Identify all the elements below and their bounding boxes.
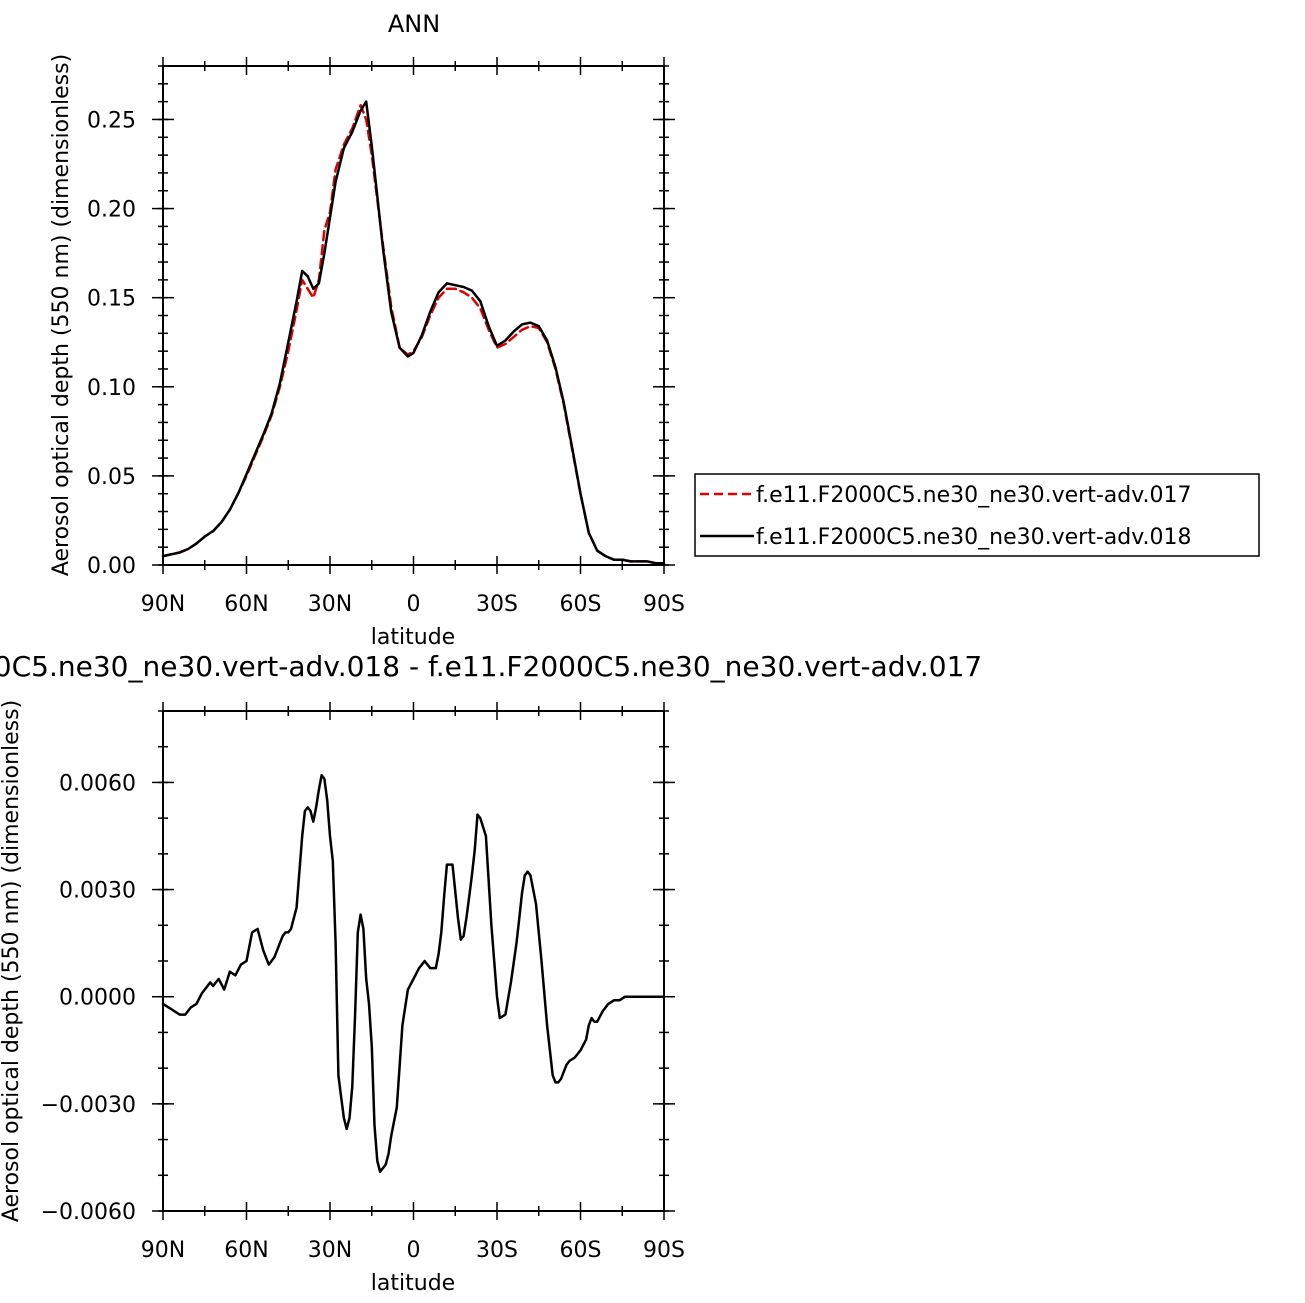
bottom-plot-frame [162,710,665,1212]
top-plot-frame [162,65,665,566]
bottom-x-tick-label: 30S [476,1238,518,1263]
top-series-line-2 [161,100,666,565]
bottom-y-tick-label: 0.0000 [59,986,136,1011]
top-x-tick-label: 30S [476,592,518,617]
top-y-tick-label: 0.20 [87,198,136,223]
top-y-tick-label: 0.25 [87,108,136,133]
top-x-tick-label: 90N [141,592,185,617]
bottom-y-tick-label: −0.0030 [41,1093,136,1118]
top-y-ticks: 0.00 0.05 0.10 0.15 0.20 0.25 [87,65,675,579]
top-x-tick-label: 60N [224,592,268,617]
bottom-y-tick-label: −0.0060 [41,1200,136,1225]
bottom-y-tick-label: 0.0060 [59,771,136,796]
bottom-chart: f.e11.F2000C5.ne30_ne30.vert-adv.018 - f… [0,650,982,1296]
bottom-series-line-1 [161,774,666,1173]
bottom-x-tick-label: 60N [224,1238,268,1263]
top-y-tick-label: 0.15 [87,287,136,312]
bottom-x-tick-label: 0 [407,1238,421,1263]
top-chart-title: ANN [388,10,440,38]
top-y-tick-label: 0.05 [87,465,136,490]
top-x-tick-label: 90S [643,592,685,617]
top-chart: ANN 90N 60N 30N 0 30S 60S 90S 0.00 0.05 0.10 0.15… [49,10,685,650]
bottom-y-ticks: −0.0060 −0.0030 0.0000 0.0030 0.0060 [41,710,675,1225]
bottom-x-ticks: 90N 60N 30N 0 30S 60S 90S [141,702,685,1263]
bottom-x-tick-label: 60S [560,1238,602,1263]
top-chart-lines [161,100,666,565]
top-x-tick-label: 30N [308,592,352,617]
bottom-y-tick-label: 0.0030 [59,879,136,904]
legend-label-series-2: f.e11.F2000C5.ne30_ne30.vert-adv.018 [756,525,1192,550]
top-y-axis-label: Aerosol optical depth (550 nm) (dimensio… [49,54,74,576]
bottom-x-axis-label: latitude [371,1271,455,1296]
top-x-tick-label: 0 [407,592,421,617]
bottom-chart-lines [161,774,666,1173]
legend-box [694,473,1260,557]
top-x-tick-label: 60S [560,592,602,617]
top-x-ticks: 90N 60N 30N 0 30S 60S 90S [141,57,685,617]
bottom-x-tick-label: 90N [141,1238,185,1263]
top-y-tick-label: 0.10 [87,376,136,401]
legend: f.e11.F2000C5.ne30_ne30.vert-adv.017 f.e… [694,473,1260,557]
bottom-x-tick-label: 90S [643,1238,685,1263]
bottom-chart-title: f.e11.F2000C5.ne30_ne30.vert-adv.018 - f… [0,650,982,683]
top-x-axis-label: latitude [371,625,455,650]
bottom-x-tick-label: 30N [308,1238,352,1263]
bottom-y-axis-label: Aerosol optical depth (550 nm) (dimensio… [0,700,24,1222]
top-y-tick-label: 0.00 [87,554,136,579]
legend-label-series-1: f.e11.F2000C5.ne30_ne30.vert-adv.017 [756,483,1192,508]
